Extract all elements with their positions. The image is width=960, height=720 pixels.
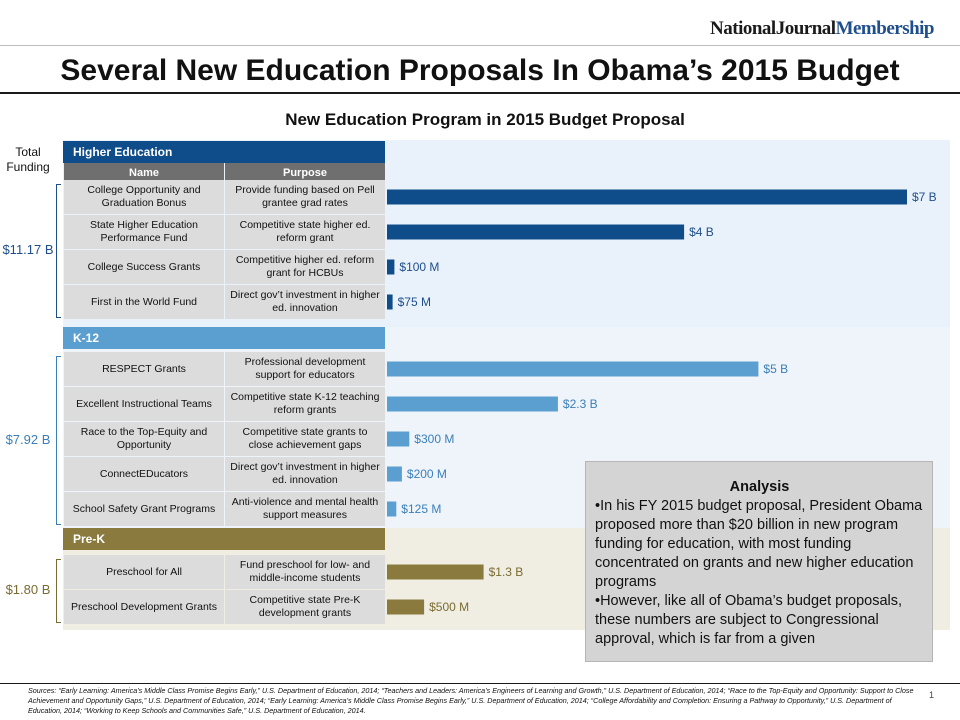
brand-part1: NationalJournal [710,18,836,39]
bar-k12 [387,466,402,482]
item-purpose-cell: Provide funding based on Pell grantee gr… [225,180,385,214]
item-purpose-cell: Competitive state Pre-K development gran… [225,590,385,624]
brand-part2: Membership [835,18,935,39]
item-name-cell: ConnectEDucators [64,457,224,491]
group-total-k12: $7.92 B [5,431,51,447]
title-rule [0,92,960,94]
bar-value-label: $5 B [763,362,788,376]
bar-k12 [387,361,759,377]
top-divider [0,45,960,46]
group-header-prek: Pre-K [63,528,385,550]
bar-value-label: $100 M [399,260,439,274]
bar-k12 [387,431,410,447]
group-header-k12: K-12 [63,327,385,349]
bar-higher_ed [387,294,393,310]
brand-logo: NationalJournalMembership [710,18,934,40]
item-purpose-cell: Anti-violence and mental health support … [225,492,385,526]
item-purpose-cell: Competitive higher ed. reform grant for … [225,250,385,284]
analysis-box: Analysis •In his FY 2015 budget proposal… [585,461,933,662]
chart-title: New Education Program in 2015 Budget Pro… [285,110,685,129]
bar-higher_ed [387,224,685,240]
bar-prek [387,564,484,580]
page-title: Several New Education Proposals In Obama… [60,54,900,87]
bar-higher_ed [387,259,395,275]
page-number: 1 [928,690,934,700]
column-header-purpose: Purpose [225,163,385,183]
bar-prek [387,599,425,615]
item-name-cell: First in the World Fund [64,285,224,319]
footer-divider [0,683,960,684]
bar-k12 [387,501,397,517]
group-total-prek: $1.80 B [5,582,51,597]
bar-value-label: $2.3 B [563,397,598,411]
item-name-cell: Preschool Development Grants [64,590,224,624]
item-name-cell: State Higher Education Performance Fund [64,215,224,249]
item-name-cell: College Success Grants [64,250,224,284]
sources-note: Sources: “Early Learning: America’s Midd… [28,686,914,715]
group-bracket-prek [56,559,61,623]
item-purpose-cell: Direct gov’t investment in higher ed. in… [225,285,385,319]
bar-value-label: $7 B [912,190,937,204]
bar-value-label: $1.3 B [489,565,524,579]
bar-value-label: $300 M [414,432,454,446]
bar-value-label: $200 M [407,467,447,481]
column-header-name: Name [64,163,224,183]
bar-value-label: $75 M [398,295,431,309]
bar-value-label: $500 M [429,600,469,614]
group-bracket-higher_ed [56,184,61,318]
group-bracket-k12 [56,356,61,525]
bar-value-label: $4 B [689,225,714,239]
group-header-higher_ed: Higher Education [63,141,385,163]
item-name-cell: School Safety Grant Programs [64,492,224,526]
item-name-cell: Race to the Top-Equity and Opportunity [64,422,224,456]
item-name-cell: RESPECT Grants [64,352,224,386]
total-funding-line2: Funding [6,160,50,174]
item-name-cell: Excellent Instructional Teams [64,387,224,421]
bar-k12 [387,396,558,412]
analysis-bullet-1: •In his FY 2015 budget proposal, Preside… [595,498,923,590]
group-total-higher_ed: $11.17 B [2,242,54,257]
bar-higher_ed [387,189,907,205]
total-funding-line1: Total [15,145,41,159]
total-funding-label: Total Funding [0,145,56,175]
item-purpose-cell: Professional development support for edu… [225,352,385,386]
item-purpose-cell: Fund preschool for low- and middle-incom… [225,555,385,589]
item-name-cell: College Opportunity and Graduation Bonus [64,180,224,214]
analysis-bullet-2: •However, like all of Obama’s budget pro… [595,593,903,647]
item-purpose-cell: Direct gov’t investment in higher ed. in… [225,457,385,491]
item-purpose-cell: Competitive state K-12 teaching reform g… [225,387,385,421]
bar-value-label: $125 M [401,502,441,516]
item-purpose-cell: Competitive state higher ed. reform gran… [225,215,385,249]
item-name-cell: Preschool for All [64,555,224,589]
item-purpose-cell: Competitive state grants to close achiev… [225,422,385,456]
analysis-heading: Analysis [729,479,790,495]
